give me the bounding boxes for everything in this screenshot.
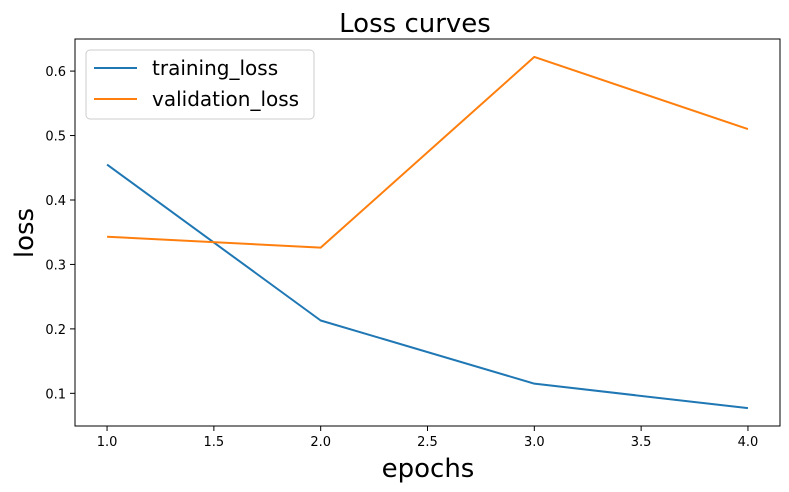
legend-label-validation-loss: validation_loss	[152, 87, 299, 111]
legend: training_loss validation_loss	[85, 49, 315, 120]
y-axis-label: loss	[10, 208, 40, 258]
y-tick-label: 0.2	[45, 323, 66, 338]
plot-area-frame	[74, 38, 781, 427]
axis-ticks: 1.0 1.5 2.0 2.5 3.0 3.5 4.0 0.1 0.2 0.3 0.4 0.5 0.6	[45, 65, 758, 450]
chart-title: Loss curves	[339, 9, 491, 39]
y-tick-label: 0.1	[45, 387, 66, 402]
legend-box	[85, 49, 315, 120]
series-lines	[106, 55, 749, 410]
legend-label-training-loss: training_loss	[152, 56, 278, 80]
x-tick-label: 1.5	[204, 435, 225, 450]
y-tick-label: 0.4	[45, 194, 66, 209]
y-tick-label: 0.5	[45, 130, 66, 145]
x-axis-label: epochs	[382, 454, 475, 484]
y-tick-label: 0.3	[45, 258, 66, 273]
y-tick-label: 0.6	[45, 65, 66, 80]
x-tick-label: 1.0	[97, 435, 118, 450]
x-tick-label: 2.0	[310, 435, 331, 450]
series-line-validation-loss	[106, 55, 749, 249]
x-tick-label: 4.0	[738, 435, 759, 450]
x-tick-label: 3.0	[524, 435, 545, 450]
x-tick-label: 2.5	[417, 435, 438, 450]
series-line-training-loss	[106, 163, 749, 410]
x-tick-label: 3.5	[631, 435, 652, 450]
